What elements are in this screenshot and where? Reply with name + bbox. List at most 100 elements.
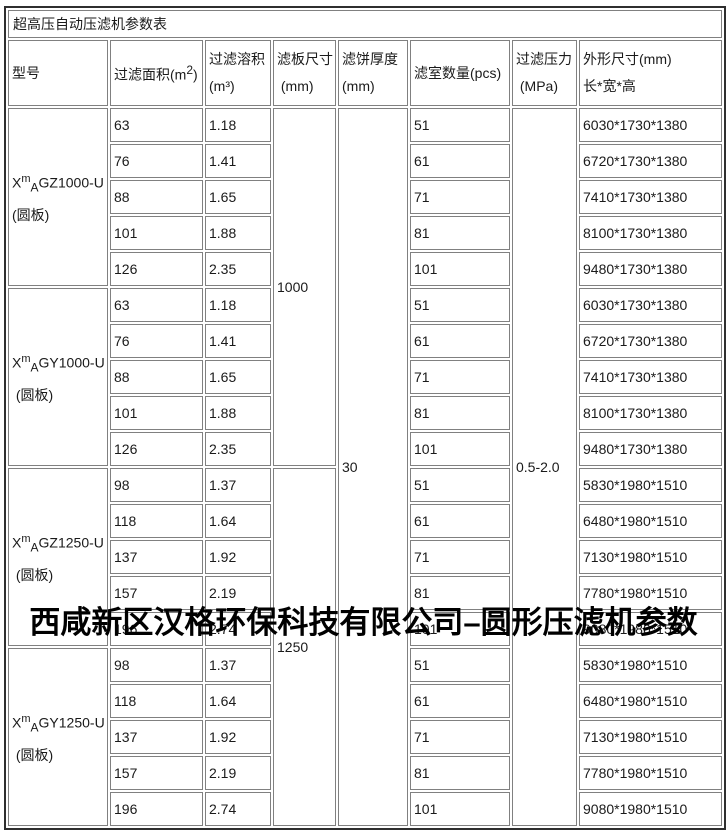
model-note: (圆板) bbox=[12, 567, 54, 584]
cell-dimensions: 6480*1980*1510 bbox=[579, 504, 722, 538]
header-label-text: 过滤面积(m bbox=[114, 66, 187, 83]
cell-filter-volume: 1.88 bbox=[205, 216, 271, 250]
cell-filter-area: 157 bbox=[110, 576, 203, 610]
cell-filter-area: 101 bbox=[110, 216, 203, 250]
model-note: (圆板) bbox=[12, 747, 54, 764]
table-row: 157 2.19 81 7780*1980*1510 bbox=[8, 756, 722, 790]
cell-filter-volume: 1.88 bbox=[205, 396, 271, 430]
cell-model: XmAGY1000-U (圆板) bbox=[8, 288, 108, 466]
cell-filter-area: 118 bbox=[110, 684, 203, 718]
cell-filter-volume: 1.37 bbox=[205, 648, 271, 682]
cell-model: XmAGZ1250-U (圆板) bbox=[8, 468, 108, 646]
model-superscript: m bbox=[21, 712, 31, 725]
header-label: 型号 bbox=[12, 64, 40, 81]
table-row: XmAGZ1250-U (圆板) 98 1.37 1250 51 5830*1980*15… bbox=[8, 468, 722, 826]
model-note: (圆板) bbox=[12, 207, 50, 224]
header-label: 过滤溶积 bbox=[209, 51, 265, 67]
cell-filter-volume: 1.64 bbox=[205, 504, 271, 538]
cell-filter-area: 157 bbox=[110, 756, 203, 790]
table-row: 137 1.92 71 7130*1980*1510 bbox=[8, 720, 722, 754]
model-name: XmAGY1250-U bbox=[12, 705, 105, 741]
table-row: 101 1.88 81 8100*1730*1380 bbox=[8, 216, 722, 250]
cell-chamber-count: 101 bbox=[410, 612, 510, 646]
model-subscript: A bbox=[30, 360, 39, 375]
cell-chamber-count: 61 bbox=[410, 684, 510, 718]
cell-dimensions: 7780*1980*1510 bbox=[579, 576, 722, 610]
table-row: 157 2.19 81 7780*1980*1510 bbox=[8, 576, 722, 610]
cell-filter-area: 126 bbox=[110, 252, 203, 286]
cell-filter-area: 137 bbox=[110, 540, 203, 574]
cell-filter-volume: 1.37 bbox=[205, 468, 271, 502]
spec-table-head: 超高压自动压滤机参数表 型号 过滤面积(m2) 过滤溶积 (m³) 滤板尺寸 (… bbox=[8, 10, 722, 106]
header-cell-chamber-count: 滤室数量(pcs) bbox=[410, 40, 510, 106]
cell-chamber-count: 51 bbox=[410, 288, 510, 322]
header-cell-filter-volume: 过滤溶积 (m³) bbox=[205, 40, 271, 106]
cell-dimensions: 9080*1980*1510 bbox=[579, 612, 722, 646]
header-label-text: ) bbox=[193, 66, 198, 83]
cell-chamber-count: 61 bbox=[410, 504, 510, 538]
table-title-row: 超高压自动压滤机参数表 bbox=[8, 10, 722, 38]
cell-filter-area: 88 bbox=[110, 180, 203, 214]
cell-dimensions: 7130*1980*1510 bbox=[579, 540, 722, 574]
header-label: 滤饼厚度 bbox=[342, 51, 398, 67]
cell-filter-volume: 1.18 bbox=[205, 108, 271, 142]
table-row: 118 1.64 61 6480*1980*1510 bbox=[8, 504, 722, 538]
model-superscript: m bbox=[21, 352, 31, 365]
header-superscript: 2 bbox=[186, 63, 194, 78]
table-row: XmAGZ1000-U (圆板) 63 1.18 1000 30 51 0.5-2.0 6030… bbox=[8, 108, 722, 826]
table-row: 88 1.65 71 7410*1730*1380 bbox=[8, 360, 722, 394]
cell-filter-area: 137 bbox=[110, 720, 203, 754]
cell-chamber-count: 81 bbox=[410, 216, 510, 250]
cell-chamber-count: 71 bbox=[410, 720, 510, 754]
model-prefix: X bbox=[12, 174, 22, 191]
cell-plate-size: 1000 bbox=[273, 108, 336, 466]
cell-filter-area: 63 bbox=[110, 288, 203, 322]
cell-chamber-count: 71 bbox=[410, 360, 510, 394]
cell-dimensions: 6030*1730*1380 bbox=[579, 108, 722, 142]
cell-filter-volume: 2.74 bbox=[205, 612, 271, 646]
model-prefix: X bbox=[12, 534, 22, 551]
model-name: XmAGZ1250-U bbox=[12, 525, 104, 561]
model-rest: GY1000-U bbox=[38, 354, 105, 371]
cell-dimensions: 6480*1980*1510 bbox=[579, 684, 722, 718]
table-row: 126 2.35 101 9480*1730*1380 bbox=[8, 252, 722, 286]
model-prefix: X bbox=[12, 714, 22, 731]
table-row: XmAGY1250-U (圆板) 98 1.37 51 5830*1980*1510 bbox=[8, 648, 722, 826]
header-label: 过滤压力 bbox=[516, 51, 572, 67]
cell-model: XmAGY1250-U (圆板) bbox=[8, 648, 108, 826]
cell-dimensions: 5830*1980*1510 bbox=[579, 648, 722, 682]
cell-dimensions: 9480*1730*1380 bbox=[579, 252, 722, 286]
cell-filter-volume: 2.35 bbox=[205, 432, 271, 466]
cell-dimensions: 6720*1730*1380 bbox=[579, 324, 722, 358]
header-cell-model: 型号 bbox=[8, 40, 108, 106]
model-subscript: A bbox=[30, 720, 39, 735]
cell-filter-volume: 2.19 bbox=[205, 576, 271, 610]
cell-dimensions: 7410*1730*1380 bbox=[579, 360, 722, 394]
cell-filter-volume: 1.92 bbox=[205, 540, 271, 574]
cell-dimensions: 5830*1980*1510 bbox=[579, 468, 722, 502]
cell-filter-area: 76 bbox=[110, 144, 203, 178]
cell-filter-area: 196 bbox=[110, 612, 203, 646]
table-row: 76 1.41 61 6720*1730*1380 bbox=[8, 324, 722, 358]
cell-filter-volume: 1.18 bbox=[205, 288, 271, 322]
cell-filter-area: 63 bbox=[110, 108, 203, 142]
table-title: 超高压自动压滤机参数表 bbox=[8, 10, 722, 38]
header-unit: 长*宽*高 bbox=[583, 78, 636, 94]
table-row: 137 1.92 71 7130*1980*1510 bbox=[8, 540, 722, 574]
spec-table-body: XmAGZ1000-U (圆板) 63 1.18 1000 30 51 0.5-2.0 6030… bbox=[8, 108, 722, 826]
table-row: 76 1.41 61 6720*1730*1380 bbox=[8, 144, 722, 178]
model-rest: GY1250-U bbox=[38, 714, 105, 731]
model-superscript: m bbox=[21, 532, 31, 545]
table-row: 118 1.64 61 6480*1980*1510 bbox=[8, 684, 722, 718]
cell-dimensions: 9480*1730*1380 bbox=[579, 432, 722, 466]
cell-chamber-count: 81 bbox=[410, 756, 510, 790]
header-label: 过滤面积(m2) bbox=[114, 57, 199, 89]
cell-filter-area: 98 bbox=[110, 468, 203, 502]
cell-filter-volume: 2.74 bbox=[205, 792, 271, 826]
cell-model: XmAGZ1000-U (圆板) bbox=[8, 108, 108, 286]
header-label: 外形尺寸(mm) bbox=[583, 51, 672, 67]
table-row: 88 1.65 71 7410*1730*1380 bbox=[8, 180, 722, 214]
cell-dimensions: 7780*1980*1510 bbox=[579, 756, 722, 790]
cell-chamber-count: 101 bbox=[410, 432, 510, 466]
cell-plate-size: 1250 bbox=[273, 468, 336, 826]
